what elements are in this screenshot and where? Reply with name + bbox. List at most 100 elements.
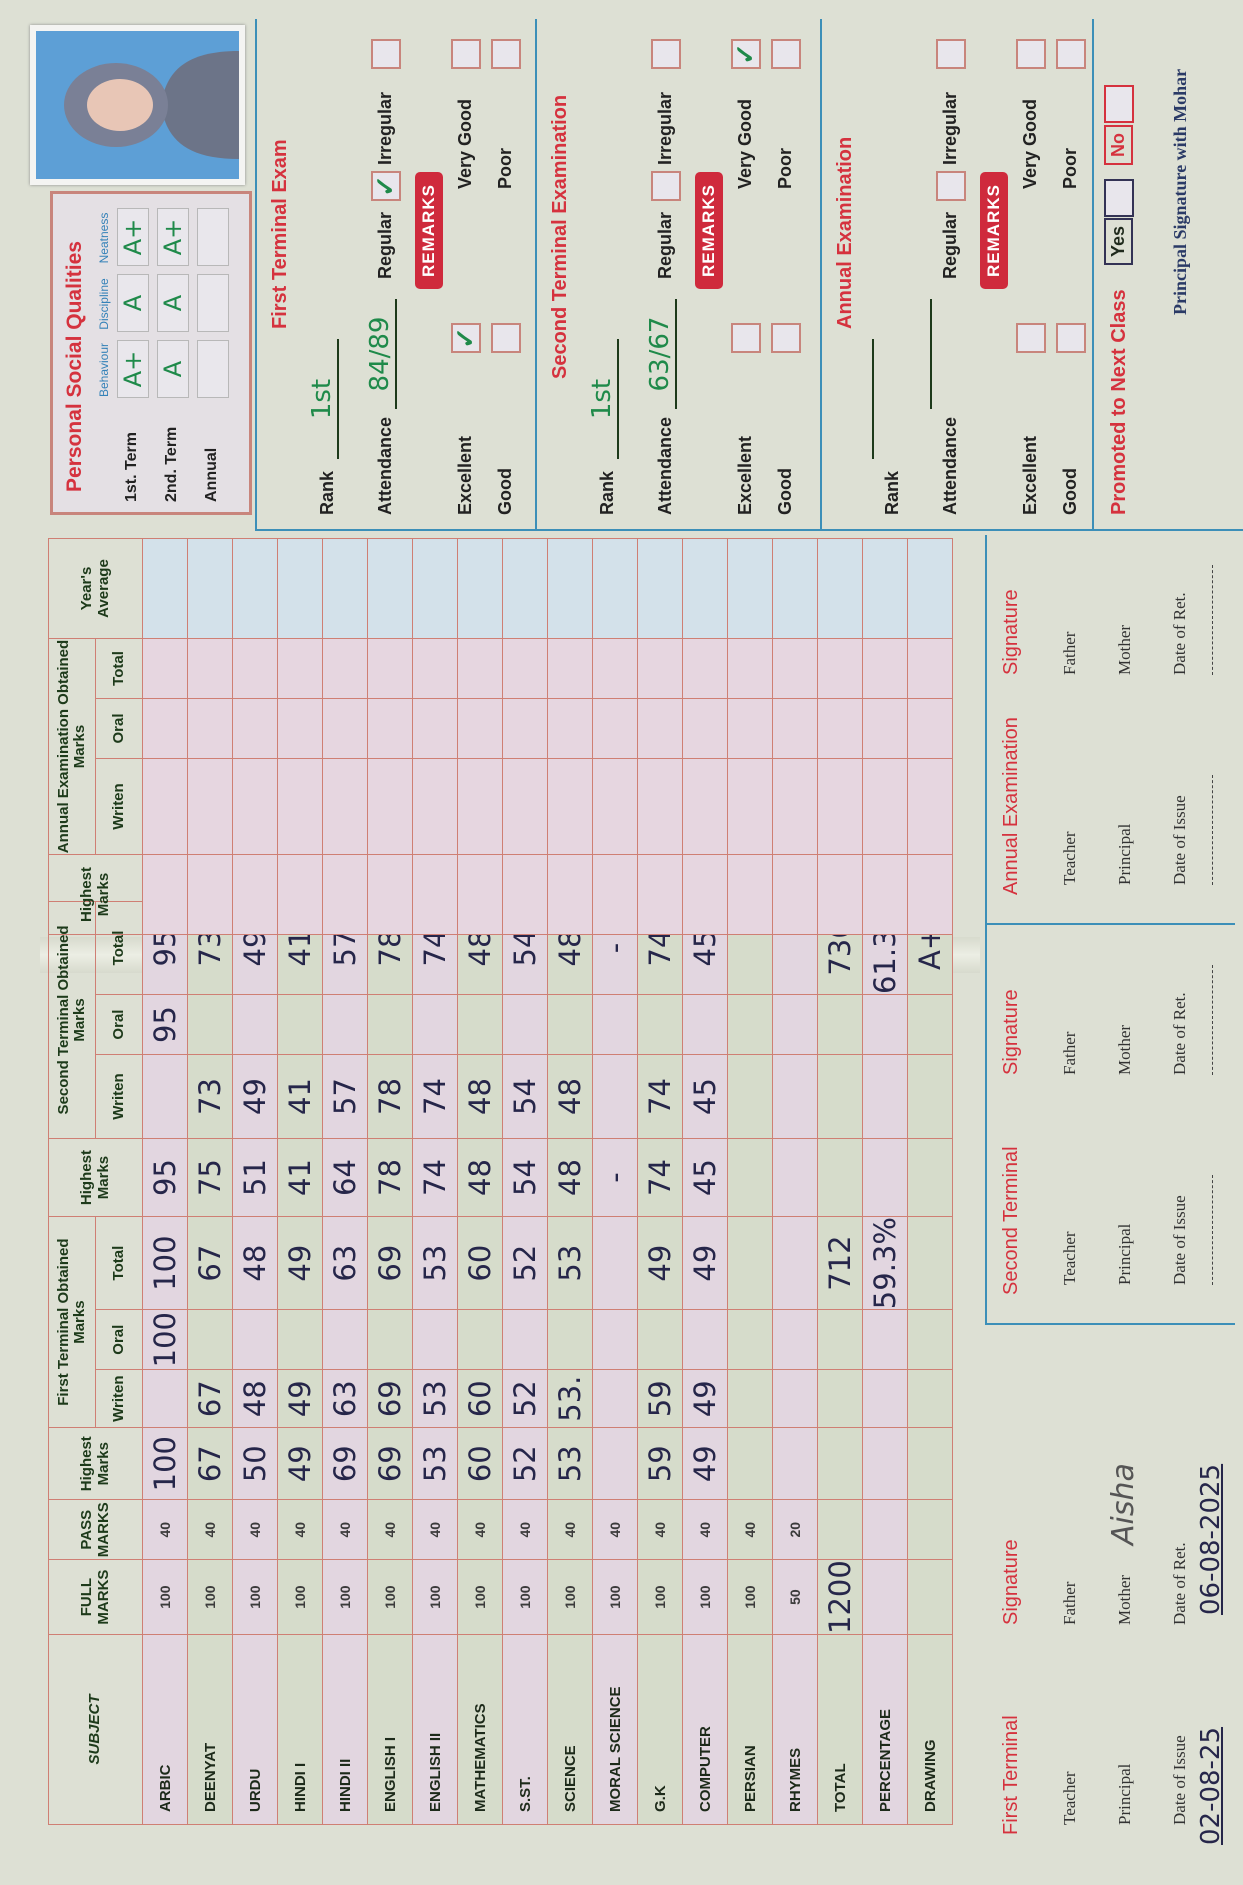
signature-label: Signature bbox=[1000, 989, 1022, 1075]
regular-checkbox[interactable] bbox=[936, 171, 966, 201]
marks-cell: 41 bbox=[277, 1054, 323, 1139]
marks-cell bbox=[817, 1369, 863, 1428]
table-row: SCIENCE 100 40 53 53. 53 48 48 48 bbox=[547, 901, 593, 1825]
marks-cell: 20 bbox=[772, 1499, 818, 1560]
annual-marks-cell bbox=[457, 638, 503, 699]
table-row bbox=[637, 538, 683, 935]
marks-cell bbox=[502, 994, 548, 1055]
remark-good-checkbox[interactable] bbox=[491, 323, 521, 353]
marks-cell: 95 bbox=[142, 1138, 188, 1217]
table-row: G.K 100 40 59 59 49 74 74 74 bbox=[637, 901, 683, 1825]
marks-cell bbox=[277, 994, 323, 1055]
no-checkbox[interactable] bbox=[1104, 85, 1134, 123]
rank-value: 1st bbox=[587, 339, 619, 459]
rank-value bbox=[872, 339, 874, 459]
irregular-checkbox[interactable] bbox=[936, 39, 966, 69]
remark-very-good-checkbox[interactable] bbox=[1016, 39, 1046, 69]
remark-good-checkbox[interactable] bbox=[1056, 323, 1086, 353]
remarks-badge: REMARKS bbox=[415, 172, 443, 289]
regular-checkbox[interactable] bbox=[651, 171, 681, 201]
annual-marks-cell bbox=[187, 758, 233, 855]
table-row bbox=[592, 538, 638, 935]
annual-marks-cell bbox=[322, 638, 368, 699]
irregular-checkbox[interactable] bbox=[371, 39, 401, 69]
marks-cell bbox=[367, 1309, 413, 1370]
date-of-ret-value: 06-08-2025 bbox=[1196, 1463, 1226, 1615]
remark-poor-checkbox[interactable] bbox=[771, 39, 801, 69]
marks-cell: 67 bbox=[187, 1427, 233, 1500]
date-of-ret-label: Date of Ret. bbox=[1170, 992, 1189, 1075]
table-row bbox=[232, 538, 278, 935]
remark-excellent-checkbox[interactable] bbox=[731, 323, 761, 353]
student-photo bbox=[30, 25, 245, 185]
marks-cell bbox=[412, 1309, 458, 1370]
annual-marks-cell bbox=[367, 638, 413, 699]
annual-written-header: Writen bbox=[95, 758, 143, 855]
marks-cell bbox=[772, 1369, 818, 1428]
marks-cell bbox=[772, 994, 818, 1055]
years-average-cell bbox=[232, 538, 278, 639]
marks-cell: 40 bbox=[232, 1499, 278, 1560]
annual-marks-cell bbox=[862, 854, 908, 935]
mother-label: Mother bbox=[1115, 624, 1134, 675]
table-row bbox=[862, 538, 908, 935]
remark-very-good-checkbox[interactable] bbox=[451, 39, 481, 69]
table-row bbox=[817, 538, 863, 935]
annual-marks-cell bbox=[727, 698, 773, 759]
remark-excellent-checkbox[interactable] bbox=[1016, 323, 1046, 353]
marks-cell: 49 bbox=[277, 1427, 323, 1500]
annual-marks-cell bbox=[682, 638, 728, 699]
years-average-cell bbox=[682, 538, 728, 639]
years-average-cell bbox=[817, 538, 863, 639]
remark-very-good-checkbox[interactable]: ✓ bbox=[730, 39, 761, 69]
marks-cell: 100 bbox=[187, 1559, 233, 1635]
signature-top-border bbox=[985, 535, 987, 1325]
marks-cell bbox=[637, 994, 683, 1055]
table-row bbox=[277, 538, 323, 935]
marks-cell: 100 bbox=[727, 1559, 773, 1635]
regular-checkbox[interactable]: ✓ bbox=[370, 171, 401, 201]
marks-cell: 50 bbox=[772, 1559, 818, 1635]
years-average-cell bbox=[772, 538, 818, 639]
marks-cell bbox=[592, 994, 638, 1055]
quality-grade-cell: A bbox=[117, 274, 149, 332]
subject-cell: G.K bbox=[637, 1634, 683, 1825]
section-title: Second Terminal Examination bbox=[549, 94, 571, 379]
quality-grade-cell: A+ bbox=[157, 208, 189, 266]
annual-marks-cell bbox=[862, 638, 908, 699]
principal-label: Principal bbox=[1115, 1223, 1134, 1285]
father-label: Father bbox=[1060, 1031, 1079, 1075]
remark-poor-checkbox[interactable] bbox=[491, 39, 521, 69]
remarks-badge: REMARKS bbox=[695, 172, 723, 289]
marks-cell bbox=[322, 994, 368, 1055]
marks-cell: 59 bbox=[637, 1369, 683, 1428]
annual-total-header: Total bbox=[95, 638, 143, 699]
marks-cell bbox=[817, 994, 863, 1055]
marks-cell: 53 bbox=[412, 1427, 458, 1500]
yes-checkbox[interactable] bbox=[1104, 179, 1134, 217]
photo-portrait-icon bbox=[36, 31, 239, 179]
table-row: DRAWING A+ bbox=[907, 901, 953, 1825]
marks-cell: 100 bbox=[457, 1559, 503, 1635]
marks-cell: 59 bbox=[637, 1427, 683, 1500]
subject-header: SUBJECT bbox=[48, 1634, 143, 1825]
annual-marks-cell bbox=[637, 698, 683, 759]
marks-cell: 74 bbox=[637, 1138, 683, 1217]
years-average-cell bbox=[142, 538, 188, 639]
remark-good-checkbox[interactable] bbox=[771, 323, 801, 353]
annual-marks-cell bbox=[457, 758, 503, 855]
remark-poor-checkbox[interactable] bbox=[1056, 39, 1086, 69]
annual-marks-cell bbox=[817, 698, 863, 759]
annual-marks-cell bbox=[457, 698, 503, 759]
signature-divider bbox=[985, 923, 1235, 925]
table-row bbox=[727, 538, 773, 935]
section-title: First Terminal Exam bbox=[269, 139, 291, 329]
irregular-label: Irregular bbox=[940, 91, 960, 165]
marks-cell bbox=[547, 1309, 593, 1370]
personal-social-qualities: Personal Social Qualities Behaviour Disci… bbox=[50, 191, 252, 515]
quality-grade-cell bbox=[197, 208, 229, 266]
marks-cell: 712 bbox=[817, 1216, 863, 1310]
remark-excellent-checkbox[interactable]: ✓ bbox=[450, 323, 481, 353]
irregular-checkbox[interactable] bbox=[651, 39, 681, 69]
rank-label: Rank bbox=[597, 470, 617, 515]
